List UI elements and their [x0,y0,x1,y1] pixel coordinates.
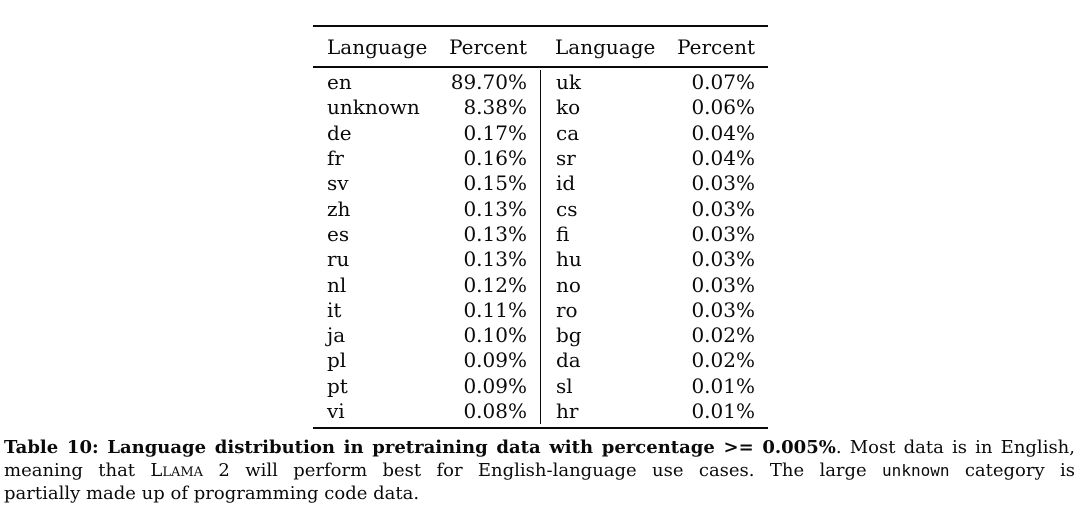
percent-cell: 0.01% [691,373,755,398]
caption-text: . Most data is in English, [835,437,1075,458]
table-row: de 0.17% ca 0.04% [313,120,768,146]
language-cell: it [327,297,342,322]
percent-cell: 0.13% [463,196,527,221]
percent-cell: 0.02% [691,323,755,348]
percent-cell: 0.16% [463,146,527,171]
language-cell: no [556,272,581,297]
language-cell: en [327,70,352,95]
language-cell: sv [327,171,349,196]
percent-cell: 0.17% [463,120,527,145]
caption-bold-title: Table 10: Language distribution in pretr… [4,437,836,458]
percent-cell: 0.04% [691,146,755,171]
caption-text: category is [949,460,1075,482]
percent-cell: 0.03% [691,272,755,297]
language-cell: hu [556,247,582,272]
table-header-row: Language Percent Language Percent [313,27,768,66]
percent-cell: 0.10% [463,323,527,348]
language-cell: fi [556,221,570,246]
percent-cell: 0.04% [691,120,755,145]
language-cell: cs [556,196,578,221]
percent-cell: 0.12% [463,272,527,297]
language-cell: ru [327,247,350,272]
table-top-rule [313,25,768,27]
percent-cell: 0.13% [463,247,527,272]
percent-cell: 0.02% [691,348,755,373]
language-cell: es [327,221,350,246]
table-row: zh 0.13% cs 0.03% [313,195,768,222]
table-row: vi 0.08% hr 0.01% [313,398,768,424]
language-cell: sl [556,373,573,398]
table-row: unknown 8.38% ko 0.06% [313,94,768,121]
language-cell: nl [327,272,347,297]
header-percent-right: Percent [677,34,755,59]
header-language-right: Language [555,34,656,59]
percent-cell: 0.09% [463,373,527,398]
language-cell: de [327,120,352,145]
percent-cell: 89.70% [450,70,527,95]
table-caption: Table 10: Language distribution in pretr… [0,436,1080,506]
unknown-monospace-text: unknown [882,461,950,481]
language-cell: da [556,348,581,373]
header-percent-left: Percent [449,34,527,59]
language-cell: vi [327,399,345,423]
percent-cell: 0.03% [691,297,755,322]
percent-cell: 0.09% [463,348,527,373]
language-cell: id [556,171,576,196]
caption-line-3: partially made up of programming code da… [4,482,1075,505]
table-row: fr 0.16% sr 0.04% [313,145,768,171]
table-row: it 0.11% ro 0.03% [313,297,768,323]
language-cell: pl [327,348,347,373]
language-cell: uk [556,70,581,95]
percent-cell: 0.03% [691,221,755,246]
caption-text: meaning that [4,460,151,482]
percent-cell: 0.03% [691,196,755,221]
caption-line-2: meaning that Llama 2 will perform best f… [4,459,1075,482]
caption-line-1: Table 10: Language distribution in pretr… [4,436,1075,459]
language-cell: hr [556,399,579,423]
percent-cell: 0.13% [463,221,527,246]
table-row: es 0.13% fi 0.03% [313,221,768,247]
table-row: ja 0.10% bg 0.02% [313,322,768,348]
percent-cell: 0.11% [463,297,527,322]
caption-text: partially made up of programming code da… [4,483,420,505]
percent-cell: 0.06% [691,95,755,120]
language-cell: ro [556,297,578,322]
percent-cell: 0.08% [463,399,527,423]
header-language-left: Language [327,34,428,59]
language-cell: ca [556,120,580,145]
table-row: en 89.70% uk 0.07% [313,69,768,95]
language-cell: ko [556,95,581,120]
percent-cell: 0.03% [691,171,755,196]
language-cell: ja [327,323,346,348]
language-cell: bg [556,323,582,348]
language-cell: unknown [327,95,420,120]
table-bottom-rule [313,426,768,429]
language-cell: zh [327,196,351,221]
table-row: pl 0.09% da 0.02% [313,347,768,374]
table-row: ru 0.13% hu 0.03% [313,246,768,272]
percent-cell: 0.15% [463,171,527,196]
table-body: en 89.70% uk 0.07% unknown 8.38% ko 0.06% de… [313,68,768,427]
language-distribution-table: Language Percent Language Percent en 89.7… [313,25,768,429]
percent-cell: 0.01% [691,399,755,423]
percent-cell: 0.03% [691,247,755,272]
percent-cell: 8.38% [463,95,527,120]
language-cell: fr [327,146,344,171]
table-row: nl 0.12% no 0.03% [313,271,768,298]
percent-cell: 0.07% [691,70,755,95]
llama2-smallcaps-text: Llama 2 [150,460,230,482]
language-cell: sr [556,146,576,171]
language-cell: pt [327,373,348,398]
caption-text: will perform best for English-language u… [229,460,883,482]
table-row: pt 0.09% sl 0.01% [313,373,768,399]
table-mid-rule [313,66,768,68]
table-row: sv 0.15% id 0.03% [313,170,768,196]
